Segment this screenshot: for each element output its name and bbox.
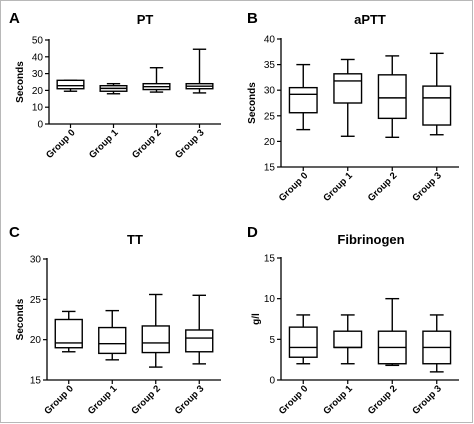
box-iqr <box>422 85 452 126</box>
box-group-0 <box>54 310 83 353</box>
y-tick-label: 10 <box>264 294 276 305</box>
box-iqr <box>141 325 170 354</box>
panel-title: aPTT <box>354 12 386 27</box>
box-group-3 <box>422 314 452 373</box>
box-group-1 <box>333 314 363 365</box>
y-tick-label: 5 <box>269 335 275 346</box>
box-group-0 <box>56 79 85 92</box>
x-tick-label: Group 1 <box>321 383 355 417</box>
box-group-3 <box>185 48 214 94</box>
box-group-1 <box>333 58 363 137</box>
box-group-0 <box>288 63 318 131</box>
x-tick-label: Group 3 <box>410 383 444 417</box>
box-group-3 <box>422 52 452 136</box>
y-tick-label: 35 <box>264 60 276 71</box>
x-tick-label: Group 1 <box>321 170 355 204</box>
y-tick-label: 30 <box>30 255 42 266</box>
y-tick-label: 15 <box>264 254 276 265</box>
panel-letter: C <box>9 224 20 241</box>
y-tick-label: 0 <box>269 376 275 387</box>
panel-d: D Fibrinogen g/l 0 5 10 15 Group 0 Group 1 Group … <box>247 224 459 417</box>
y-tick-label: 20 <box>264 137 276 148</box>
panel-letter: A <box>9 10 20 27</box>
y-tick-label: 15 <box>264 163 276 174</box>
y-axis-label: Seconds <box>247 82 258 124</box>
panel-a: A PT Seconds 0 10 20 30 40 50 Group 0 Group 1 Group… <box>9 10 221 161</box>
x-tick-label: Group 3 <box>410 170 444 204</box>
box-group-3 <box>185 294 214 365</box>
box-iqr <box>333 73 363 104</box>
y-tick-label: 0 <box>37 120 43 131</box>
x-tick-label: Group 2 <box>129 383 163 417</box>
box-group-1 <box>98 309 127 361</box>
box-iqr <box>98 326 127 355</box>
box-group-1 <box>99 82 128 95</box>
panel-c: C TT Seconds 15 20 25 30 Group 0 Group 1 Group 2 G… <box>9 224 221 417</box>
box-iqr <box>185 329 214 353</box>
panel-letter: D <box>247 224 258 241</box>
y-tick-label: 25 <box>264 111 276 122</box>
y-tick-label: 30 <box>32 69 44 80</box>
y-axis-label: g/l <box>251 313 262 325</box>
panel-title: PT <box>137 12 154 27</box>
box-group-2 <box>377 55 407 139</box>
x-tick-label: Group 0 <box>277 383 311 417</box>
x-tick-label: Group 0 <box>42 383 76 417</box>
x-tick-label: Group 2 <box>366 383 400 417</box>
y-tick-label: 20 <box>32 86 44 97</box>
x-tick-label: Group 3 <box>173 127 207 161</box>
x-tick-label: Group 1 <box>87 127 121 161</box>
panel-title: TT <box>127 232 143 247</box>
x-tick-label: Group 2 <box>366 170 400 204</box>
box-iqr <box>288 86 318 114</box>
box-iqr <box>56 79 85 90</box>
y-tick-label: 30 <box>264 86 276 97</box>
x-tick-label: Group 2 <box>130 127 164 161</box>
box-group-0 <box>288 314 318 365</box>
box-iqr <box>377 74 407 120</box>
x-tick-label: Group 0 <box>44 127 78 161</box>
box-group-2 <box>141 293 170 368</box>
panel-title: Fibrinogen <box>337 232 404 247</box>
box-group-2 <box>142 67 171 93</box>
box-group-2 <box>377 297 407 367</box>
y-tick-label: 40 <box>32 52 44 63</box>
y-axis-label: Seconds <box>15 61 26 103</box>
x-tick-label: Group 0 <box>277 170 311 204</box>
panel-letter: B <box>247 10 258 27</box>
y-tick-label: 10 <box>32 103 44 114</box>
y-tick-label: 40 <box>264 35 276 46</box>
y-tick-label: 25 <box>30 295 42 306</box>
box-iqr <box>288 326 318 358</box>
x-tick-label: Group 3 <box>173 383 207 417</box>
y-tick-label: 20 <box>30 335 42 346</box>
x-tick-label: Group 1 <box>86 383 120 417</box>
y-axis-label: Seconds <box>15 298 26 340</box>
box-iqr <box>333 330 363 349</box>
y-tick-label: 50 <box>32 36 44 47</box>
y-tick-label: 15 <box>30 376 42 387</box>
